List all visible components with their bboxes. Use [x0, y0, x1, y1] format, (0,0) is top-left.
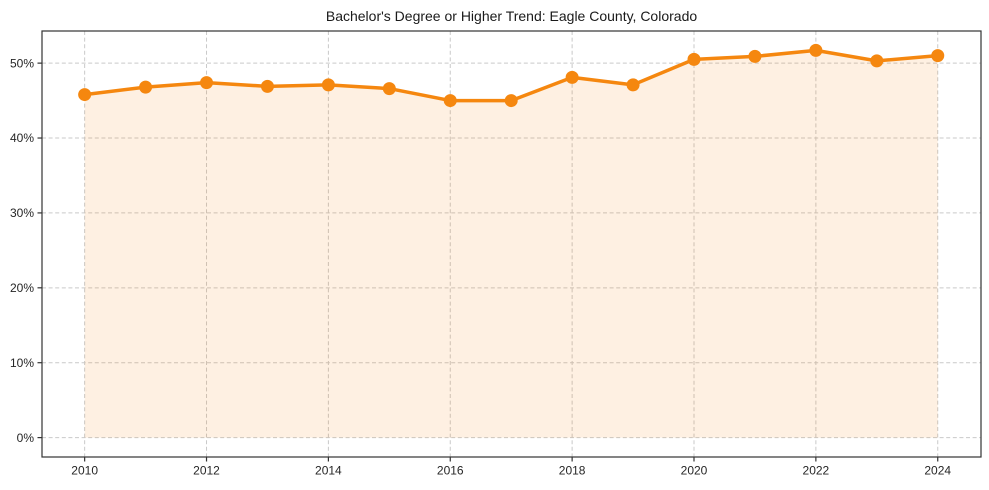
data-point-marker: [870, 54, 884, 68]
data-point-marker: [200, 76, 214, 90]
y-tick-label: 50%: [10, 56, 34, 70]
data-point-marker: [443, 94, 457, 108]
data-point-marker: [687, 52, 701, 66]
data-point-marker: [78, 88, 92, 102]
x-tick-label: 2018: [559, 464, 586, 478]
x-tick-label: 2010: [71, 464, 98, 478]
y-tick-label: 10%: [10, 356, 34, 370]
x-tick-label: 2020: [681, 464, 708, 478]
axis-frame: [41, 30, 982, 458]
y-tick-label: 40%: [10, 131, 34, 145]
area-fill: [84, 50, 938, 438]
data-point-marker: [504, 94, 518, 108]
data-point-marker: [565, 70, 579, 84]
chart-title: Bachelor's Degree or Higher Trend: Eagle…: [325, 8, 698, 24]
x-tick-label: 2016: [437, 464, 464, 478]
x-tick-label: 2012: [193, 464, 220, 478]
data-point-marker: [931, 49, 945, 63]
data-point-marker: [748, 49, 762, 63]
y-tick-label: 30%: [10, 206, 34, 220]
y-tick-label: 0%: [17, 431, 35, 445]
x-tick-label: 2024: [924, 464, 951, 478]
data-point-marker: [382, 82, 396, 96]
data-point-marker: [321, 78, 335, 92]
data-point-marker: [139, 80, 153, 94]
x-tick-label: 2014: [315, 464, 342, 478]
y-tick-label: 20%: [10, 281, 34, 295]
data-point-marker: [626, 78, 640, 92]
data-point-marker: [260, 79, 274, 93]
x-tick-label: 2022: [803, 464, 830, 478]
data-point-marker: [809, 43, 823, 57]
